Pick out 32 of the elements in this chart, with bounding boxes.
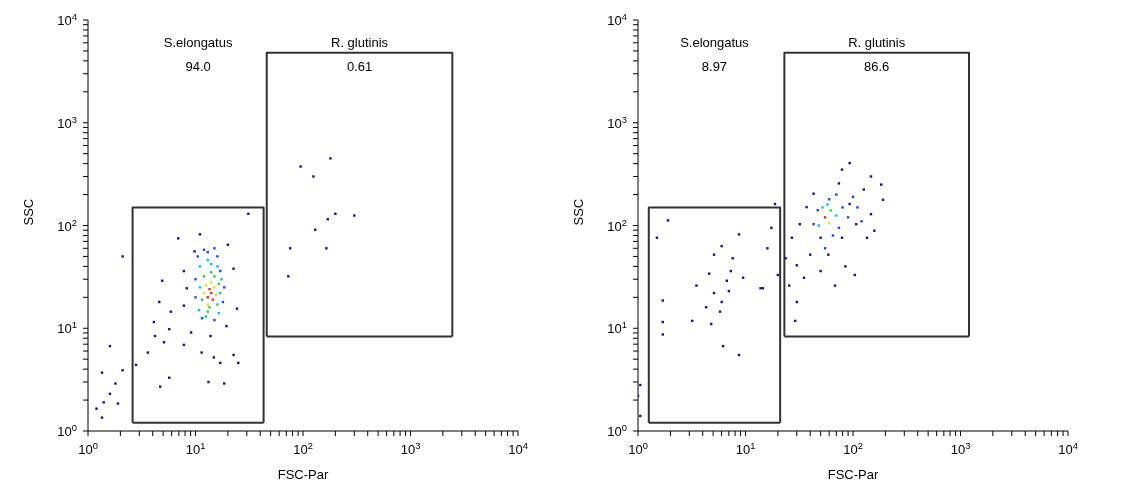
y-tick-label: 10$^{1}$ [607,320,627,337]
y-tick-label: 10$^{4}$ [607,12,627,28]
y-tick-label: 10$^{1}$ [57,320,77,337]
annotation: S.elongatus [163,35,233,51]
x-tick-label: 10$^{1}$ [735,441,756,457]
x-axis-title: FSC-Par [277,467,329,482]
y-tick-label: 10$^{3}$ [607,114,627,131]
annotation: R. glutinis [331,35,389,51]
x-tick-label: 10$^{2}$ [293,441,313,457]
y-tick-label: 10$^{0}$ [57,423,77,439]
y-tick-label: 10$^{3}$ [57,114,77,131]
x-tick-label: 10$^{0}$ [628,441,648,457]
annotation: 86.6 [864,58,890,74]
y-tick-label: 10$^{2}$ [57,217,77,234]
annotation: S.elongatus [680,35,750,51]
x-tick-label: 10$^{4}$ [508,441,528,457]
x-tick-label: 10$^{0}$ [78,441,98,457]
annotation: R. glutinis [848,35,906,51]
y-tick-label: 10$^{0}$ [607,423,627,439]
x-tick-label: 10$^{3}$ [400,441,421,457]
y-tick-label: 10$^{4}$ [57,12,77,28]
annotation: 94.0 [185,58,211,74]
x-tick-label: 10$^{1}$ [185,441,206,457]
annotation: 8.97 [701,58,728,74]
x-tick-label: 10$^{3}$ [950,441,971,457]
y-tick-label: 10$^{2}$ [607,217,627,234]
y-axis-title: SSC [20,198,36,226]
x-axis-title: FSC-Par [827,467,879,482]
y-axis-title: SSC [570,198,586,226]
annotation: 0.61 [346,58,373,74]
x-tick-label: 10$^{2}$ [843,441,863,457]
x-tick-label: 10$^{4}$ [1058,441,1078,457]
